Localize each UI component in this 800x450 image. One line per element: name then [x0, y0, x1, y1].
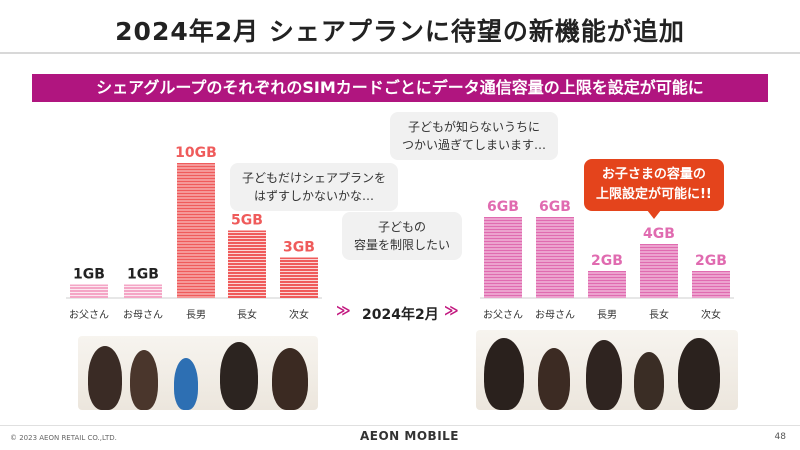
speech-bubble-overuse: 子どもが知らないうちに つかい過ぎてしまいます… — [390, 112, 559, 160]
family-member-figure — [272, 348, 308, 410]
copyright: © 2023 AEON RETAIL CO.,LTD. — [10, 434, 117, 442]
bar-value-label: 10GB — [175, 145, 217, 161]
slide-title: 2024年2月 シェアプランに待望の新機能が追加 — [115, 17, 685, 46]
bar — [280, 257, 318, 298]
speech-bubble-limit-children: 子どもの 容量を制限したい — [342, 212, 463, 260]
family-member-figure — [678, 338, 720, 410]
family-member-figure — [174, 358, 198, 410]
family-photo-after — [476, 330, 738, 410]
category-label: お父さん — [483, 309, 523, 321]
bar — [484, 217, 522, 298]
bar-value-label: 6GB — [539, 199, 571, 215]
bar-value-label: 6GB — [487, 199, 519, 215]
category-label: 長女 — [237, 308, 257, 321]
bar-value-label: 2GB — [591, 253, 623, 269]
category-label: 長女 — [649, 308, 669, 321]
family-member-figure — [88, 346, 122, 410]
page-number: 48 — [774, 432, 786, 442]
bar — [640, 244, 678, 298]
family-member-figure — [220, 342, 258, 410]
transition-arrow-right-icon: ≫ — [444, 303, 459, 319]
family-member-figure — [586, 340, 622, 410]
brand-logo-text: AEON MOBILE — [360, 429, 460, 443]
family-member-figure — [484, 338, 524, 410]
speech-bubble-remove-children: 子どもだけシェアプランを はずすしかないかな… — [230, 163, 399, 211]
bar — [228, 230, 266, 298]
bar — [536, 217, 574, 298]
bar — [692, 271, 730, 298]
highlight-bubble: お子さまの容量の 上限設定が可能に!! — [584, 159, 724, 219]
bar-value-label: 2GB — [695, 253, 727, 269]
category-label: 次女 — [289, 308, 309, 321]
family-photo-before — [78, 336, 318, 410]
feature-banner: シェアグループのそれぞれのSIMカードごとにデータ通信容量の上限を設定が可能に — [32, 74, 768, 102]
family-member-figure — [130, 350, 158, 410]
bar-value-label: 3GB — [283, 240, 315, 256]
family-member-figure — [634, 352, 664, 410]
bar — [177, 163, 215, 298]
transition-date: 2024年2月 — [362, 307, 439, 323]
bar-value-label: 1GB — [73, 267, 105, 283]
bar — [124, 284, 162, 298]
bar-value-label: 4GB — [643, 226, 675, 242]
bar — [70, 284, 108, 298]
category-label: 長男 — [186, 309, 206, 321]
bar — [588, 271, 626, 298]
bar-value-label: 1GB — [127, 267, 159, 283]
footer-divider — [0, 425, 800, 426]
category-label: お母さん — [123, 309, 163, 321]
category-label: お父さん — [69, 309, 109, 321]
category-label: 長男 — [597, 309, 617, 321]
bar-chart-after: 6GB お父さん 6GB お母さん 2GB 長男 4GB 長女 2GB 次女 — [480, 199, 734, 321]
brand-logo: AEON MOBILE — [360, 429, 459, 443]
family-member-figure — [538, 348, 570, 410]
transition-arrow-left-icon: ≫ — [336, 303, 351, 319]
category-label: 次女 — [701, 308, 721, 321]
title-divider — [0, 52, 800, 54]
bar-chart-before: 1GB お父さん 1GB お母さん 10GB 長男 5GB 長女 3GB 次女 — [66, 145, 322, 321]
category-label: お母さん — [535, 309, 575, 321]
bar-value-label: 5GB — [231, 213, 263, 229]
